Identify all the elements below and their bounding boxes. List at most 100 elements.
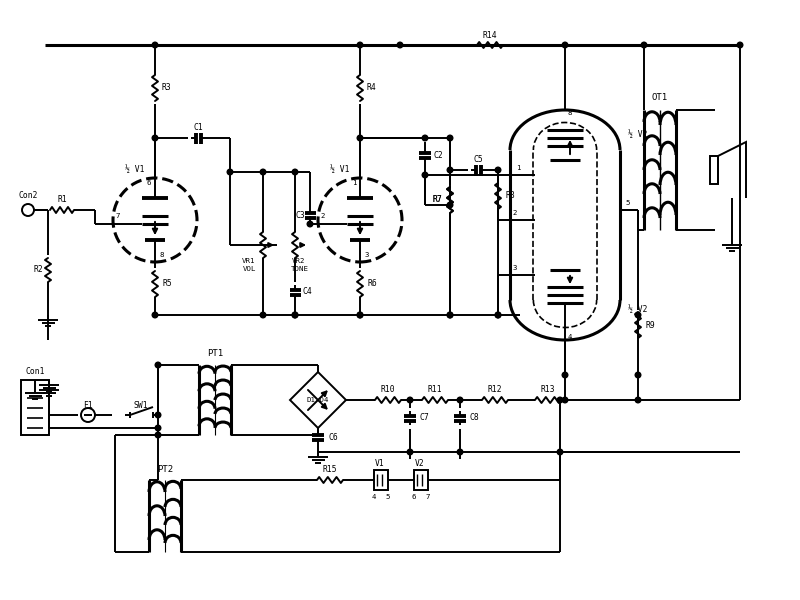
Text: 7: 7 [426, 494, 430, 500]
Text: 1: 1 [352, 180, 356, 186]
Text: 2: 2 [513, 210, 518, 216]
Circle shape [458, 449, 462, 455]
Text: R2: R2 [33, 265, 43, 275]
Text: R13: R13 [541, 385, 555, 395]
Text: 7: 7 [116, 213, 120, 219]
Text: ½ V2: ½ V2 [628, 130, 648, 139]
Text: R5: R5 [162, 280, 172, 289]
Text: TONE: TONE [291, 266, 309, 272]
Circle shape [152, 312, 158, 318]
Circle shape [558, 449, 562, 455]
Text: OT1: OT1 [652, 94, 668, 103]
Text: PT2: PT2 [157, 466, 173, 475]
Text: ½ V1: ½ V1 [126, 166, 145, 175]
Text: C3: C3 [295, 211, 305, 220]
Text: SW1: SW1 [134, 401, 148, 409]
Bar [374, 470, 388, 490]
Circle shape [357, 135, 363, 141]
Text: 4: 4 [372, 494, 376, 500]
Circle shape [447, 312, 453, 318]
Circle shape [562, 397, 568, 403]
Text: 8: 8 [568, 110, 572, 116]
Text: R11: R11 [428, 385, 442, 395]
Text: 6: 6 [412, 494, 416, 500]
Text: 8: 8 [160, 252, 164, 258]
Circle shape [260, 169, 266, 175]
Circle shape [357, 42, 363, 48]
Text: R4: R4 [366, 83, 376, 92]
Text: V1: V1 [375, 458, 385, 467]
Circle shape [422, 172, 428, 178]
Text: R1: R1 [57, 196, 67, 205]
Bar [21, 380, 49, 435]
Text: R7: R7 [432, 196, 442, 205]
Text: V2: V2 [415, 458, 425, 467]
Circle shape [562, 42, 568, 48]
Bar [710, 156, 718, 184]
Circle shape [495, 312, 501, 318]
Circle shape [155, 425, 161, 431]
Circle shape [292, 312, 298, 318]
Circle shape [635, 312, 641, 318]
Circle shape [738, 42, 742, 48]
Circle shape [447, 202, 453, 208]
Circle shape [155, 432, 161, 438]
Circle shape [447, 312, 453, 318]
Text: 3: 3 [365, 252, 370, 258]
Text: PT1: PT1 [207, 349, 223, 358]
Text: VR2: VR2 [292, 258, 306, 264]
Bar [414, 470, 428, 490]
Text: C7: C7 [419, 413, 429, 422]
Text: 5: 5 [626, 200, 630, 206]
Text: Con2: Con2 [18, 191, 38, 200]
Text: C5: C5 [473, 155, 483, 164]
Text: R14: R14 [482, 31, 498, 40]
Circle shape [635, 372, 641, 378]
Circle shape [562, 372, 568, 378]
Text: F1: F1 [83, 401, 93, 409]
Text: 6: 6 [146, 180, 151, 186]
Circle shape [558, 397, 562, 403]
Text: Con1: Con1 [26, 367, 45, 377]
Text: C2: C2 [433, 151, 443, 160]
Text: C8: C8 [469, 413, 479, 422]
Text: R6: R6 [367, 280, 377, 289]
Text: D1-D4: D1-D4 [306, 397, 330, 403]
Circle shape [227, 169, 233, 175]
Text: 4: 4 [568, 334, 572, 340]
Text: R15: R15 [322, 466, 338, 475]
Circle shape [458, 397, 462, 403]
Text: VR1: VR1 [242, 258, 256, 264]
Text: R12: R12 [488, 385, 502, 395]
Circle shape [642, 42, 646, 48]
Circle shape [495, 312, 501, 318]
Text: 2: 2 [321, 213, 326, 219]
Circle shape [155, 412, 161, 418]
Circle shape [407, 397, 413, 403]
Text: R7: R7 [432, 196, 442, 205]
Circle shape [307, 221, 313, 227]
Text: C6: C6 [328, 433, 338, 442]
Text: 3: 3 [513, 265, 518, 271]
Text: C1: C1 [193, 124, 203, 133]
Circle shape [155, 362, 161, 368]
Circle shape [447, 135, 453, 141]
Circle shape [357, 312, 363, 318]
Text: R9: R9 [645, 320, 655, 329]
Circle shape [152, 42, 158, 48]
Circle shape [495, 167, 501, 173]
Circle shape [152, 135, 158, 141]
Circle shape [397, 42, 403, 48]
Circle shape [447, 167, 453, 173]
Text: C4: C4 [302, 287, 312, 296]
Circle shape [635, 397, 641, 403]
Text: 1: 1 [516, 165, 520, 171]
Circle shape [357, 312, 363, 318]
Circle shape [292, 169, 298, 175]
Text: R8: R8 [505, 191, 515, 200]
Circle shape [407, 449, 413, 455]
Circle shape [422, 135, 428, 141]
Text: R3: R3 [161, 83, 171, 92]
Circle shape [292, 312, 298, 318]
Text: ½ V1: ½ V1 [330, 166, 350, 175]
